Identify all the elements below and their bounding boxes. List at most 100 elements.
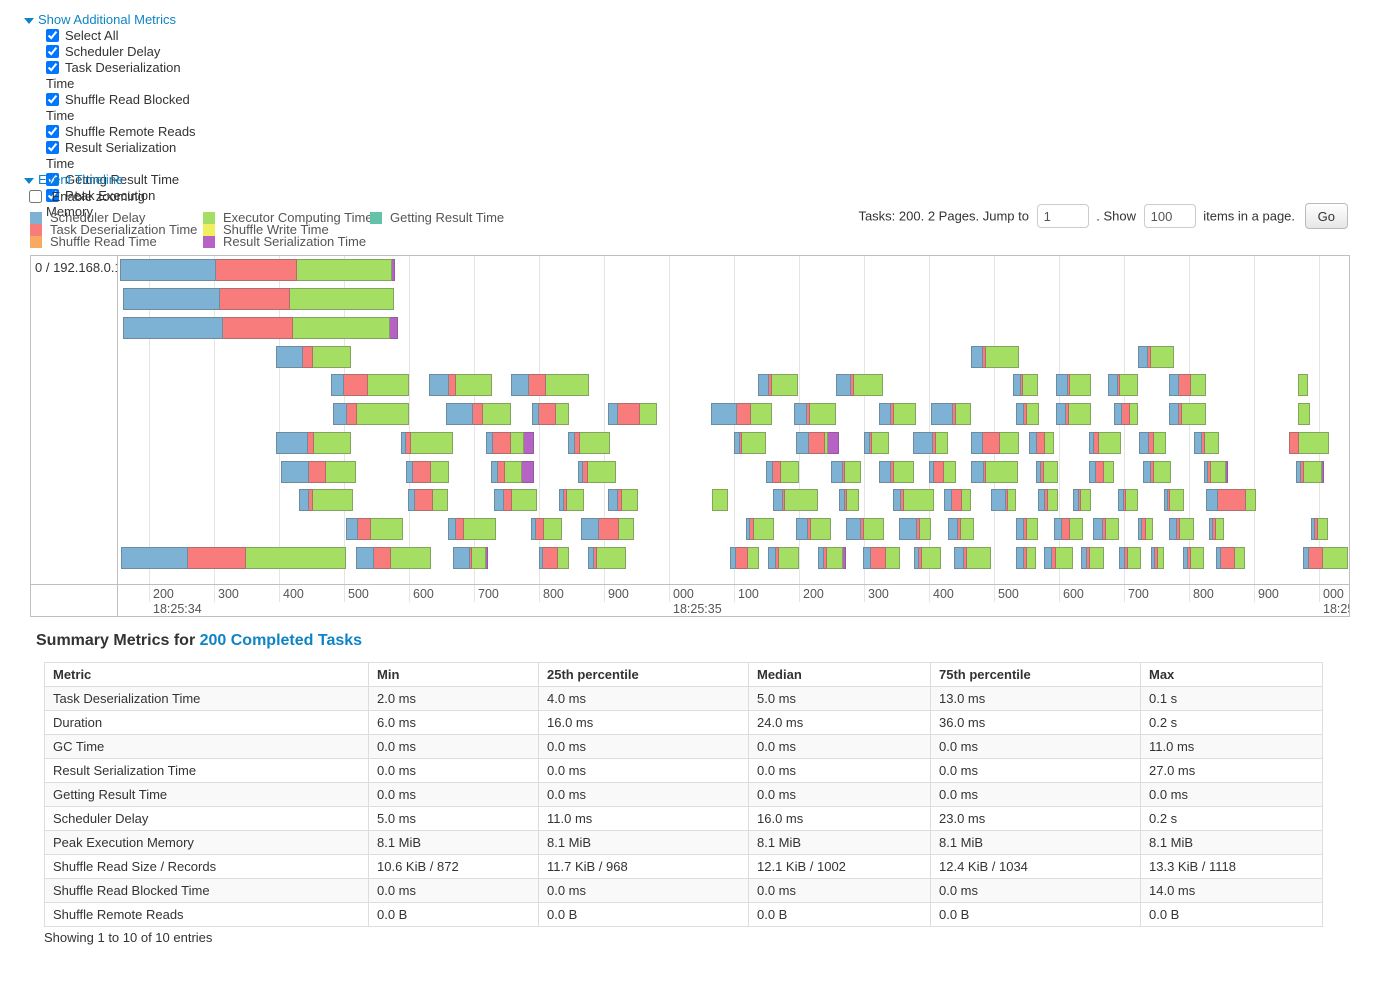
- task-bar[interactable]: [954, 547, 991, 569]
- task-bar[interactable]: [331, 374, 409, 396]
- task-bar[interactable]: [758, 374, 798, 396]
- task-bar[interactable]: [1013, 374, 1038, 396]
- task-bar[interactable]: [281, 461, 356, 483]
- task-bar[interactable]: [1169, 374, 1206, 396]
- metric-checkbox-6[interactable]: [46, 173, 59, 186]
- task-bar[interactable]: [1183, 547, 1204, 569]
- task-bar[interactable]: [494, 489, 537, 511]
- task-bar[interactable]: [768, 547, 799, 569]
- task-bar[interactable]: [796, 518, 831, 540]
- task-bar[interactable]: [991, 489, 1016, 511]
- task-bar[interactable]: [971, 432, 1019, 454]
- task-bar[interactable]: [914, 547, 941, 569]
- task-bar[interactable]: [879, 461, 914, 483]
- task-bar[interactable]: [429, 374, 492, 396]
- metric-checkbox-0[interactable]: [46, 29, 59, 42]
- task-bar[interactable]: [1138, 518, 1153, 540]
- task-bar[interactable]: [346, 518, 403, 540]
- task-bar[interactable]: [333, 403, 409, 425]
- task-bar[interactable]: [711, 403, 772, 425]
- task-bar[interactable]: [879, 403, 916, 425]
- task-bar[interactable]: [1164, 489, 1184, 511]
- task-bar[interactable]: [568, 432, 610, 454]
- jump-to-page-input[interactable]: [1036, 204, 1089, 228]
- task-bar[interactable]: [913, 432, 948, 454]
- task-bar[interactable]: [1016, 547, 1036, 569]
- task-bar[interactable]: [491, 461, 534, 483]
- task-bar[interactable]: [1016, 518, 1038, 540]
- task-bar[interactable]: [539, 547, 569, 569]
- task-bar[interactable]: [1194, 432, 1219, 454]
- task-bar[interactable]: [1169, 403, 1206, 425]
- task-bar[interactable]: [846, 518, 884, 540]
- task-bar[interactable]: [608, 403, 657, 425]
- task-bar[interactable]: [1118, 489, 1138, 511]
- task-bar[interactable]: [1216, 547, 1245, 569]
- task-bar[interactable]: [1296, 461, 1324, 483]
- task-bar[interactable]: [608, 489, 638, 511]
- task-bar[interactable]: [511, 374, 589, 396]
- task-bar[interactable]: [746, 518, 774, 540]
- show-additional-metrics-toggle[interactable]: Show Additional Metrics: [24, 12, 176, 27]
- task-bar[interactable]: [1298, 374, 1308, 396]
- task-bar[interactable]: [276, 346, 351, 368]
- task-bar[interactable]: [796, 432, 839, 454]
- metric-checkbox-2[interactable]: [46, 61, 59, 74]
- task-bar[interactable]: [1093, 518, 1119, 540]
- task-bar[interactable]: [276, 432, 351, 454]
- task-bar[interactable]: [1298, 403, 1310, 425]
- task-bar[interactable]: [120, 259, 395, 281]
- task-bar[interactable]: [1303, 547, 1348, 569]
- task-bar[interactable]: [588, 547, 626, 569]
- task-bar[interactable]: [1114, 403, 1138, 425]
- task-bar[interactable]: [1143, 461, 1171, 483]
- task-bar[interactable]: [123, 317, 398, 339]
- task-bar[interactable]: [730, 547, 759, 569]
- task-bar[interactable]: [1054, 518, 1083, 540]
- task-bar[interactable]: [773, 489, 818, 511]
- task-bar[interactable]: [1016, 403, 1039, 425]
- task-bar[interactable]: [944, 489, 971, 511]
- task-bar[interactable]: [1044, 547, 1073, 569]
- task-bar[interactable]: [121, 547, 346, 569]
- task-bar[interactable]: [408, 489, 448, 511]
- task-bar[interactable]: [401, 432, 453, 454]
- task-bar[interactable]: [356, 547, 431, 569]
- task-bar[interactable]: [1169, 518, 1194, 540]
- task-bar[interactable]: [971, 346, 1019, 368]
- task-bar[interactable]: [1038, 489, 1058, 511]
- task-bar[interactable]: [406, 461, 449, 483]
- task-bar[interactable]: [794, 403, 836, 425]
- task-bar[interactable]: [578, 461, 616, 483]
- task-bar[interactable]: [1108, 374, 1138, 396]
- task-bar[interactable]: [1151, 547, 1164, 569]
- task-bar[interactable]: [532, 403, 569, 425]
- task-bar[interactable]: [581, 518, 634, 540]
- task-bar[interactable]: [1036, 461, 1058, 483]
- task-bar[interactable]: [971, 461, 1018, 483]
- event-timeline-toggle[interactable]: Event Timeline: [24, 172, 123, 187]
- metric-checkbox-5[interactable]: [46, 141, 59, 154]
- task-bar[interactable]: [734, 432, 766, 454]
- task-bar[interactable]: [831, 461, 861, 483]
- task-bar[interactable]: [864, 432, 889, 454]
- task-bar[interactable]: [836, 374, 883, 396]
- task-bar[interactable]: [123, 288, 394, 310]
- task-bar[interactable]: [1206, 489, 1256, 511]
- task-bar[interactable]: [1089, 461, 1114, 483]
- completed-tasks-link[interactable]: 200 Completed Tasks: [199, 632, 363, 649]
- task-bar[interactable]: [1138, 346, 1174, 368]
- task-bar[interactable]: [453, 547, 488, 569]
- task-bar[interactable]: [1081, 547, 1104, 569]
- metric-checkbox-3[interactable]: [46, 93, 59, 106]
- task-bar[interactable]: [766, 461, 799, 483]
- task-bar[interactable]: [818, 547, 846, 569]
- items-per-page-input[interactable]: [1143, 204, 1196, 228]
- task-bar[interactable]: [448, 518, 496, 540]
- metric-checkbox-1[interactable]: [46, 45, 59, 58]
- metric-checkbox-7[interactable]: [46, 189, 59, 202]
- task-bar[interactable]: [1139, 432, 1166, 454]
- task-bar[interactable]: [931, 403, 971, 425]
- task-bar[interactable]: [486, 432, 534, 454]
- go-button[interactable]: Go: [1304, 203, 1348, 229]
